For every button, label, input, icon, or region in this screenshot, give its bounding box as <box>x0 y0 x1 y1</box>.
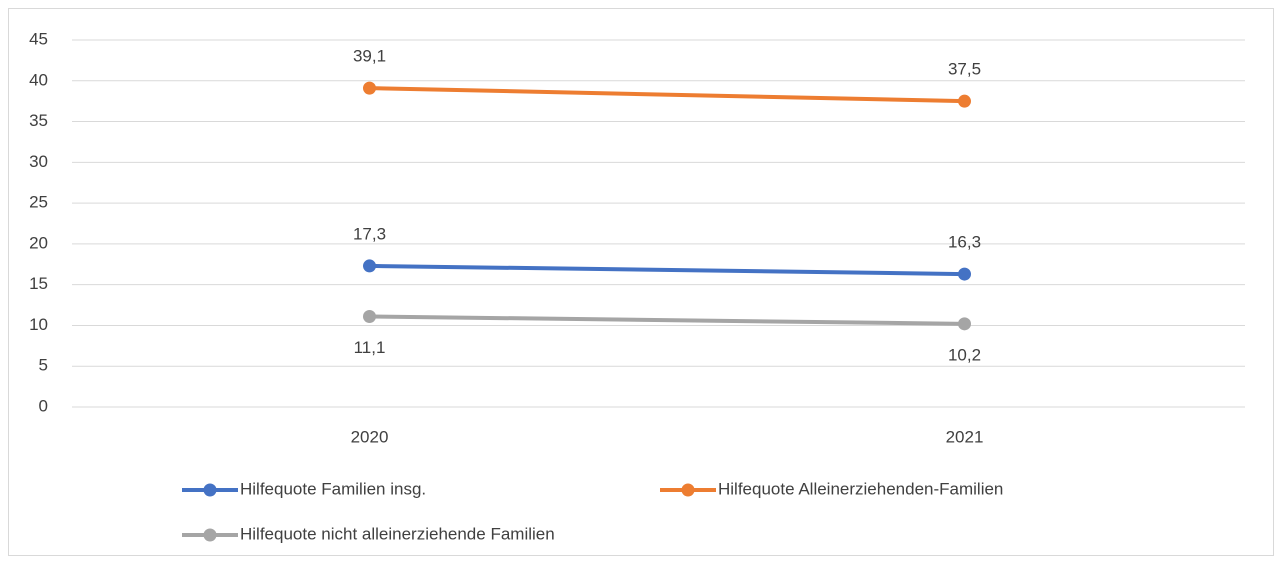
data-label: 39,1 <box>353 47 386 66</box>
data-label: 16,3 <box>948 233 981 252</box>
data-point <box>363 309 376 323</box>
y-tick-label: 45 <box>29 29 48 48</box>
data-label: 10,2 <box>948 345 981 364</box>
legend-label: Hilfequote Familien insg. <box>240 479 426 498</box>
y-tick-label: 35 <box>29 111 48 130</box>
data-point <box>363 259 376 273</box>
legend-marker <box>681 483 695 497</box>
chart-border <box>8 8 1274 556</box>
data-point <box>363 81 376 95</box>
y-tick-label: 5 <box>39 356 48 375</box>
data-label: 11,1 <box>354 338 386 357</box>
y-tick-label: 10 <box>29 315 48 334</box>
series-line <box>369 314 965 326</box>
y-tick-label: 25 <box>29 193 48 212</box>
data-label: 17,3 <box>353 224 386 243</box>
data-point <box>958 317 971 331</box>
legend-marker <box>203 528 217 542</box>
y-tick-label: 15 <box>29 274 48 293</box>
data-label: 37,5 <box>948 60 981 79</box>
series-line <box>369 86 965 104</box>
y-tick-label: 30 <box>29 152 48 171</box>
x-tick-label: 2020 <box>351 427 389 446</box>
legend-label: Hilfequote Alleinerziehenden-Familien <box>718 479 1003 498</box>
y-tick-label: 0 <box>39 396 48 415</box>
legend-label: Hilfequote nicht alleinerziehende Famili… <box>240 524 555 543</box>
legend-marker <box>203 483 217 497</box>
data-point <box>958 267 971 281</box>
data-point <box>958 94 971 108</box>
series-line <box>369 263 965 277</box>
x-tick-label: 2021 <box>946 427 984 446</box>
y-tick-label: 20 <box>29 233 48 252</box>
y-tick-label: 40 <box>29 70 48 89</box>
